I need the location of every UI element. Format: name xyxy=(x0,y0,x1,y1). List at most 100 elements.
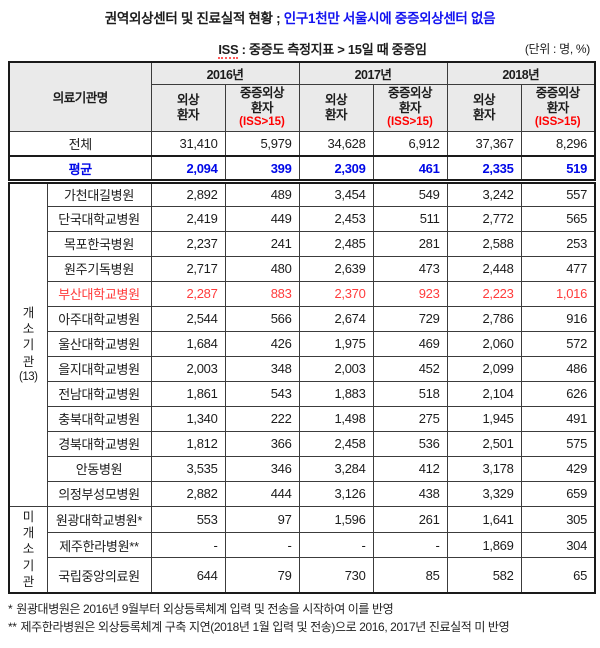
trauma-center-table: 의료기관명 2016년 2017년 2018년 외상 환자 중증외상 환자 (IS… xyxy=(8,61,597,595)
value-cell: - xyxy=(224,531,300,559)
value-cell: 3,178 xyxy=(446,455,522,482)
value-cell: 31,410 xyxy=(150,130,226,157)
value-cell: 1,016 xyxy=(520,280,596,307)
hospital-name-cell: 제주한라병원** xyxy=(46,531,152,559)
value-cell: 518 xyxy=(372,380,448,407)
footnote-2: ** 제주한라병원은 외상등록체계 구축 지연(2018년 1월 입력 및 전송… xyxy=(8,619,592,636)
value-cell: 473 xyxy=(372,255,448,282)
severe-trauma-header: 중증외상 환자 (ISS>15) xyxy=(224,84,300,132)
value-cell: 2,419 xyxy=(150,205,226,232)
hospital-name-cell: 의정부성모병원 xyxy=(46,480,152,507)
subtitle-row: ISS : 중증도 측정지표 > 15일 때 중증임 (단위 : 명, %) xyxy=(8,39,592,59)
value-cell: 2,892 xyxy=(150,180,226,207)
table-row: 부산대학교병원 2,287 883 2,370 923 2,223 1,016 xyxy=(9,280,596,307)
table-row: 을지대학교병원 2,003 348 2,003 452 2,099 486 xyxy=(9,355,596,382)
value-cell: 2,287 xyxy=(150,280,226,307)
title-main: 권역외상센터 및 진료실적 현황 ; xyxy=(104,11,281,26)
value-cell: 549 xyxy=(372,180,448,207)
severe-trauma-header: 중증외상 환자 (ISS>15) xyxy=(372,84,448,132)
footnote-text: 제주한라병원은 외상등록체계 구축 지연(2018년 1월 입력 및 전송)으로… xyxy=(20,620,510,635)
group-label-char: 소 xyxy=(22,542,35,557)
value-cell: 2,458 xyxy=(298,430,374,457)
hospital-name-cell: 을지대학교병원 xyxy=(46,355,152,382)
hospital-name-cell: 원광대학교병원* xyxy=(46,505,152,533)
table-row: 전체 31,410 5,979 34,628 6,912 37,367 8,296 xyxy=(8,130,596,157)
trauma-patients-label: 외상 환자 xyxy=(177,92,200,122)
value-cell: 222 xyxy=(224,405,300,432)
value-cell: 923 xyxy=(372,280,448,307)
trauma-patients-label: 외상 환자 xyxy=(473,92,496,122)
iss-note: (ISS>15) xyxy=(534,116,581,128)
value-cell: 659 xyxy=(520,480,596,507)
year-header-2016: 2016년 xyxy=(150,61,300,85)
unit-note: (단위 : 명, %) xyxy=(524,42,590,56)
value-cell: 2,099 xyxy=(446,355,522,382)
iss-label: ISS xyxy=(218,42,239,59)
hospital-name-cell: 가천대길병원 xyxy=(46,180,152,207)
value-cell: 34,628 xyxy=(298,130,374,157)
value-cell: 2,094 xyxy=(150,155,226,184)
value-cell: 729 xyxy=(372,305,448,332)
value-cell: 3,329 xyxy=(446,480,522,507)
value-cell: 2,003 xyxy=(298,355,374,382)
value-cell: 582 xyxy=(446,557,522,594)
value-cell: 346 xyxy=(224,455,300,482)
value-cell: 491 xyxy=(520,405,596,432)
value-cell: 449 xyxy=(224,205,300,232)
value-cell: 253 xyxy=(520,230,596,257)
value-cell: 480 xyxy=(224,255,300,282)
institution-name-header: 의료기관명 xyxy=(8,61,152,132)
severe-trauma-header: 중증외상 환자 (ISS>15) xyxy=(520,84,596,132)
value-cell: - xyxy=(150,531,226,559)
trauma-patients-header: 외상 환자 xyxy=(446,84,522,132)
trauma-patients-header: 외상 환자 xyxy=(150,84,226,132)
table-body: 전체 31,410 5,979 34,628 6,912 37,367 8,296 평균 2,0… xyxy=(8,130,596,594)
value-cell: 1,596 xyxy=(298,505,374,533)
footnote-1: * 원광대병원은 2016년 9월부터 외상등록체계 입력 및 전송을 시작하여… xyxy=(8,601,592,618)
iss-note: (ISS>15) xyxy=(239,116,285,128)
group-label-char: 기 xyxy=(22,338,35,353)
value-cell: 883 xyxy=(224,280,300,307)
trauma-patients-header: 외상 환자 xyxy=(298,84,374,132)
table-header: 의료기관명 2016년 2017년 2018년 외상 환자 중증외상 환자 (IS… xyxy=(8,61,596,132)
value-cell: 1,812 xyxy=(150,430,226,457)
table-row: 경북대학교병원 1,812 366 2,458 536 2,501 575 xyxy=(9,430,596,457)
value-cell: 489 xyxy=(224,180,300,207)
value-cell: 1,861 xyxy=(150,380,226,407)
value-cell: 1,945 xyxy=(446,405,522,432)
value-cell: 305 xyxy=(520,505,596,533)
table-row: 울산대학교병원 1,684 426 1,975 469 2,060 572 xyxy=(9,330,596,357)
iss-definition-text: : 중증도 측정지표 > 15일 때 중증임 xyxy=(238,42,427,57)
value-cell: 2,309 xyxy=(298,155,374,184)
value-cell: 2,882 xyxy=(150,480,226,507)
value-cell: 97 xyxy=(224,505,300,533)
value-cell: 536 xyxy=(372,430,448,457)
table-row: 단국대학교병원 2,419 449 2,453 511 2,772 565 xyxy=(9,205,596,232)
table-row: 원주기독병원 2,717 480 2,639 473 2,448 477 xyxy=(9,255,596,282)
value-cell: 566 xyxy=(224,305,300,332)
row-label-cell: 평균 xyxy=(8,155,152,184)
group-label-char: 개 xyxy=(22,526,35,541)
hospital-name-cell: 전남대학교병원 xyxy=(46,380,152,407)
value-cell: 2,223 xyxy=(446,280,522,307)
value-cell: 461 xyxy=(372,155,448,184)
value-cell: 2,674 xyxy=(298,305,374,332)
hospital-name-cell: 울산대학교병원 xyxy=(46,330,152,357)
title-highlight: 인구1천만 서울시에 중증외상센터 없음 xyxy=(283,11,496,26)
hospital-name-cell: 충북대학교병원 xyxy=(46,405,152,432)
value-cell: 2,544 xyxy=(150,305,226,332)
value-cell: 412 xyxy=(372,455,448,482)
value-cell: 3,284 xyxy=(298,455,374,482)
value-cell: 477 xyxy=(520,255,596,282)
hospital-name-cell: 아주대학교병원 xyxy=(46,305,152,332)
table-row: 평균 2,094 399 2,309 461 2,335 519 xyxy=(8,155,596,184)
group-label-char: 미 xyxy=(22,509,35,524)
value-cell: 1,975 xyxy=(298,330,374,357)
value-cell: 37,367 xyxy=(446,130,522,157)
value-cell: 79 xyxy=(224,557,300,594)
iss-note: (ISS>15) xyxy=(387,116,433,128)
value-cell: 438 xyxy=(372,480,448,507)
value-cell: 275 xyxy=(372,405,448,432)
